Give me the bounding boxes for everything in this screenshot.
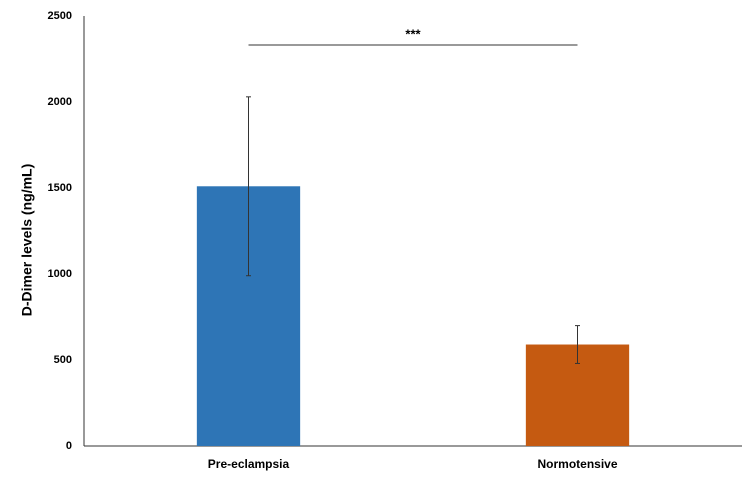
x-tick-label: Normotensive [537, 457, 617, 471]
y-tick-label: 500 [54, 354, 72, 366]
y-tick-label: 0 [66, 440, 72, 452]
y-tick-label: 1500 [48, 182, 72, 194]
significance-label: *** [405, 26, 421, 41]
y-axis-label: D-Dimer levels (ng/mL) [19, 164, 35, 316]
y-tick-label: 2000 [48, 96, 72, 108]
y-tick-label: 1000 [48, 268, 72, 280]
x-tick-label: Pre-eclampsia [208, 457, 290, 471]
y-tick-label: 2500 [48, 10, 72, 22]
